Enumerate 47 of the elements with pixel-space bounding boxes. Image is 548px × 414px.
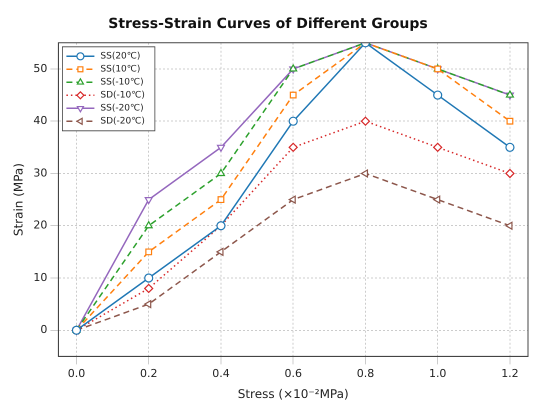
point: [288, 196, 296, 204]
point: [144, 300, 152, 308]
point: [506, 90, 514, 98]
point: [289, 64, 298, 72]
point: [216, 168, 226, 176]
y-tick-label: 30: [33, 166, 48, 180]
point: [144, 273, 154, 283]
point: [360, 169, 368, 178]
point: [145, 248, 152, 256]
point: [360, 116, 370, 126]
x-tick-label: 1.0: [428, 366, 446, 380]
chart-title: Stress-Strain Curves of Different Groups: [108, 16, 428, 32]
point: [506, 118, 514, 125]
point: [505, 142, 515, 152]
point: [505, 222, 513, 230]
point: [505, 168, 515, 178]
point: [144, 197, 153, 204]
point: [288, 116, 298, 126]
y-axis-title: Strain (MPa): [11, 163, 26, 236]
x-tick-label: 0.4: [212, 366, 230, 380]
point: [216, 144, 226, 152]
x-tick-label: 0.6: [284, 366, 302, 380]
y-tick-label: 10: [33, 270, 48, 284]
legend-label: SD(-20℃): [100, 116, 145, 127]
legend-label: SS(20℃): [100, 52, 140, 62]
x-tick-label: 0.8: [356, 366, 374, 380]
legend-label: SS(-20℃): [100, 104, 144, 114]
point: [433, 142, 442, 152]
y-tick-label: 0: [40, 323, 48, 336]
x-tick-label: 0.0: [68, 366, 86, 380]
y-tick-label: 40: [33, 114, 48, 128]
point: [144, 284, 154, 294]
x-tick-label: 0.2: [140, 366, 158, 380]
y-tick-label: 20: [33, 218, 48, 232]
legend-label: SS(10℃): [100, 64, 140, 75]
point: [144, 221, 153, 228]
point: [216, 248, 224, 256]
x-tick-label: 1.2: [501, 366, 519, 380]
point: [218, 196, 224, 204]
point: [288, 142, 298, 152]
point: [433, 196, 440, 204]
point: [433, 90, 442, 100]
x-axis-title: Stress (×10⁻²MPa): [238, 386, 349, 401]
legend-label: SS(-10℃): [100, 78, 144, 88]
y-tick-label: 50: [33, 62, 48, 75]
legend-label: SD(-10℃): [100, 90, 145, 101]
point: [290, 92, 297, 98]
